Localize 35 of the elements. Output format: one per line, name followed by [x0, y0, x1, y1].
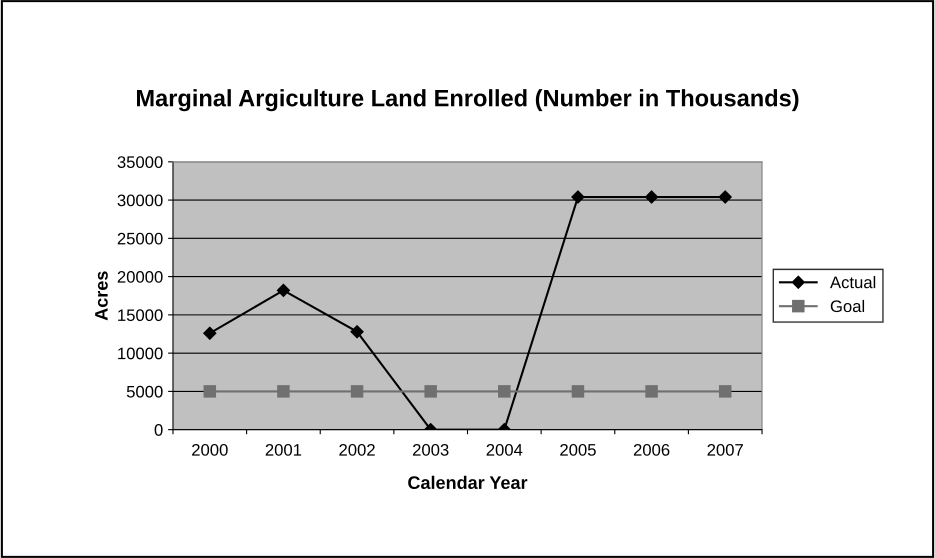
y-tick-label: 10000	[118, 348, 163, 360]
point	[204, 385, 216, 398]
point	[645, 385, 658, 398]
y-tick-label: 0	[154, 424, 163, 436]
point	[203, 326, 216, 340]
point	[498, 385, 511, 398]
y-tick-label: 15000	[118, 309, 163, 322]
y-tick-label: 30000	[118, 194, 163, 206]
point	[350, 325, 364, 338]
y-tick-label: 25000	[118, 232, 163, 245]
x-tick-label: 2003	[412, 444, 448, 456]
point	[277, 385, 290, 398]
x-tick-label: 2006	[634, 444, 670, 456]
point	[571, 190, 585, 204]
point	[424, 385, 437, 398]
y-tick-label: 5000	[126, 386, 163, 398]
legend-label: Goal	[830, 300, 864, 312]
point	[718, 385, 732, 398]
point	[718, 190, 732, 204]
legend-label: Actual	[830, 276, 876, 288]
x-tick-label: 2005	[560, 444, 596, 456]
point	[276, 284, 290, 297]
x-axis-title: Calendar Year	[408, 476, 528, 490]
x-tick-label: 2001	[266, 444, 302, 456]
x-tick-label: 2004	[486, 444, 522, 456]
y-axis-title: Acres	[95, 271, 108, 320]
point	[644, 190, 658, 204]
x-tick-label: 2002	[339, 444, 375, 456]
x-tick-label: 2000	[192, 444, 228, 456]
chart-title: Marginal Argiculture Land Enrolled (Number in Thousands)	[137, 89, 798, 112]
y-tick-label: 35000	[118, 156, 163, 168]
point	[350, 385, 364, 398]
y-tick-label: 20000	[118, 271, 163, 283]
point	[572, 385, 584, 398]
x-tick-label: 2007	[708, 444, 743, 456]
